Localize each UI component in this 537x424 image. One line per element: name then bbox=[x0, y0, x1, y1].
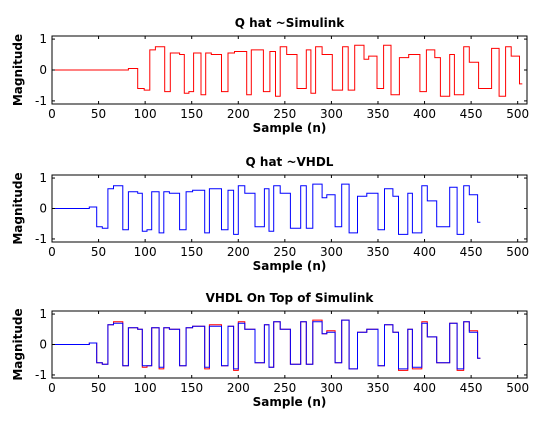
subplot-1-ytick-label: -1 bbox=[35, 94, 47, 108]
subplot-3-ylabel: Magnitude bbox=[11, 308, 25, 380]
subplot-3-title: VHDL On Top of Simulink bbox=[206, 291, 375, 305]
subplot-2-xtick-label: 150 bbox=[180, 245, 203, 259]
subplot-3-xtick-label: 300 bbox=[320, 381, 343, 395]
subplot-1-xtick-label: 0 bbox=[48, 107, 56, 121]
subplot-1-xtick-label: 450 bbox=[460, 107, 483, 121]
subplot-1-title: Q hat ~Simulink bbox=[235, 16, 346, 30]
subplot-1-xtick-label: 400 bbox=[413, 107, 436, 121]
subplot-1-xtick-label: 300 bbox=[320, 107, 343, 121]
subplot-1-ytick-label: 0 bbox=[39, 63, 47, 77]
subplot-1-xtick-label: 250 bbox=[273, 107, 296, 121]
subplot-2-title: Q hat ~VHDL bbox=[246, 155, 334, 169]
subplot-2-ytick-label: 0 bbox=[39, 202, 47, 216]
subplot-3-xtick-label: 250 bbox=[273, 381, 296, 395]
subplot-2-xtick-label: 350 bbox=[367, 245, 390, 259]
subplot-2-xtick-label: 250 bbox=[273, 245, 296, 259]
subplot-3-ytick-label: 0 bbox=[39, 338, 47, 352]
subplot-2-xtick-label: 400 bbox=[413, 245, 436, 259]
subplot-1-xtick-label: 200 bbox=[227, 107, 250, 121]
subplot-2-xtick-label: 50 bbox=[91, 245, 106, 259]
subplot-1-series-line-1 bbox=[52, 44, 523, 97]
subplot-1-xtick-label: 350 bbox=[367, 107, 390, 121]
subplot-2-ytick-label: -1 bbox=[35, 232, 47, 246]
subplot-2-xtick-label: 450 bbox=[460, 245, 483, 259]
subplot-2-ytick-label: 1 bbox=[39, 171, 47, 185]
subplot-1-xtick-label: 150 bbox=[180, 107, 203, 121]
subplot-2-series-line-1 bbox=[52, 183, 481, 235]
subplot-1-xtick-label: 50 bbox=[91, 107, 106, 121]
subplot-3-xtick-label: 0 bbox=[48, 381, 56, 395]
subplot-1-xlabel: Sample (n) bbox=[253, 121, 327, 135]
subplot-3-xtick-label: 350 bbox=[367, 381, 390, 395]
subplot-2-xtick-label: 100 bbox=[134, 245, 157, 259]
subplot-3-xtick-label: 50 bbox=[91, 381, 106, 395]
subplot-3-xlabel: Sample (n) bbox=[253, 395, 327, 409]
subplot-2-xlabel: Sample (n) bbox=[253, 259, 327, 273]
subplot-1-xtick-label: 100 bbox=[134, 107, 157, 121]
subplot-3-xtick-label: 150 bbox=[180, 381, 203, 395]
subplot-3-ytick-label: 1 bbox=[39, 307, 47, 321]
subplot-2-xtick-label: 200 bbox=[227, 245, 250, 259]
subplot-2-xtick-label: 0 bbox=[48, 245, 56, 259]
subplot-2-xtick-label: 500 bbox=[506, 245, 529, 259]
subplot-2-xtick-label: 300 bbox=[320, 245, 343, 259]
subplot-1-ytick-label: 1 bbox=[39, 32, 47, 46]
subplot-3-ytick-label: -1 bbox=[35, 368, 47, 382]
subplot-3-xtick-label: 200 bbox=[227, 381, 250, 395]
subplot-3-xtick-label: 100 bbox=[134, 381, 157, 395]
subplot-3-xtick-label: 450 bbox=[460, 381, 483, 395]
subplot-1-ylabel: Magnitude bbox=[11, 34, 25, 106]
subplot-3-xtick-label: 500 bbox=[506, 381, 529, 395]
subplot-1-xtick-label: 500 bbox=[506, 107, 529, 121]
subplot-2-ylabel: Magnitude bbox=[11, 172, 25, 244]
subplot-3-series-line-2 bbox=[52, 319, 481, 370]
subplot-3-xtick-label: 400 bbox=[413, 381, 436, 395]
